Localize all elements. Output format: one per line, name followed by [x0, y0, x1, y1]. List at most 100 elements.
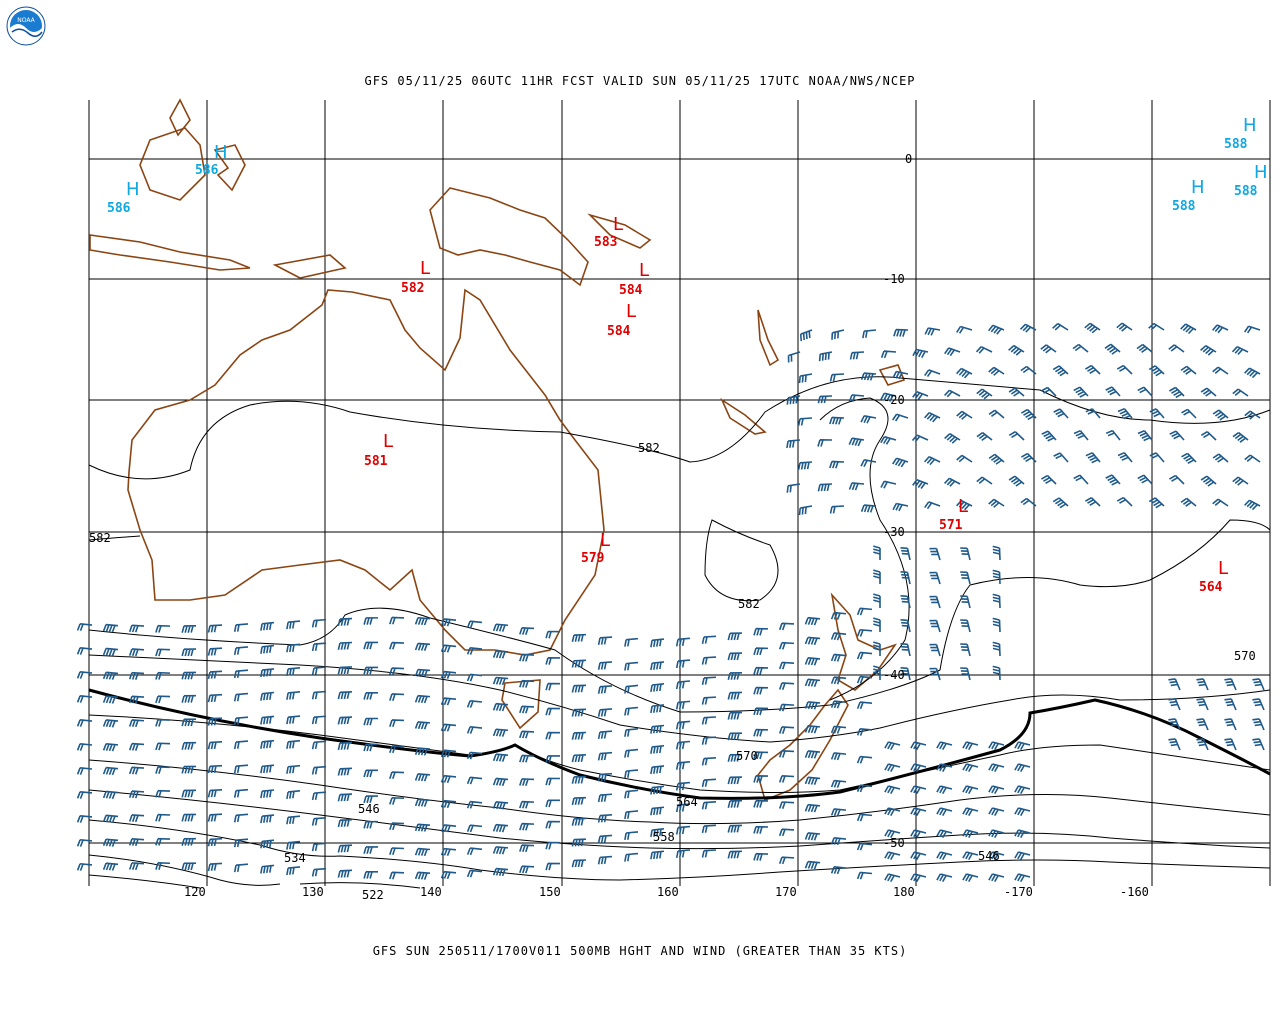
wind-barb	[727, 850, 743, 859]
wind-barb	[545, 755, 561, 763]
wind-barb	[727, 753, 743, 762]
wind-barb	[337, 641, 353, 650]
low-symbol: L	[626, 301, 636, 322]
wind-barb	[233, 646, 249, 656]
wind-barb	[829, 373, 845, 382]
wind-barb	[1200, 345, 1217, 356]
vanuatu-coast	[757, 309, 780, 367]
wind-barb	[466, 824, 483, 833]
wind-barb	[414, 668, 431, 678]
wind-barb	[128, 742, 145, 751]
wind-barb	[992, 641, 1001, 657]
wind-barb	[260, 668, 275, 678]
wind-barb	[466, 726, 483, 734]
wind-barb	[571, 817, 587, 826]
wind-barb	[466, 847, 483, 856]
contour-label: 582	[89, 531, 111, 545]
sulawesi-coast	[213, 144, 246, 192]
wind-barb	[1200, 475, 1217, 487]
wind-barb	[363, 692, 378, 700]
wind-barb	[675, 720, 691, 730]
wind-barb	[363, 717, 378, 726]
wind-barb	[1085, 452, 1101, 464]
wind-barbs	[76, 322, 1265, 882]
wind-barb	[571, 838, 587, 847]
wind-barb	[155, 742, 171, 751]
lat-label-minus-50: -50	[883, 836, 905, 850]
high-symbol: H	[126, 179, 140, 200]
wind-barb	[102, 742, 119, 752]
lon-label-minus-160: -160	[1120, 885, 1149, 899]
wind-barb	[492, 777, 509, 787]
wind-barb	[311, 618, 327, 628]
wind-barb	[440, 847, 457, 856]
wind-barb	[727, 799, 743, 808]
wind-barb	[128, 790, 145, 799]
wind-barb	[880, 480, 897, 489]
lat-lon-grid	[88, 100, 1271, 886]
wind-barb	[873, 545, 881, 560]
wind-barb	[414, 871, 431, 880]
wind-barb	[155, 718, 171, 727]
wind-barb	[753, 799, 769, 808]
wind-barb	[884, 873, 901, 882]
wind-barb	[414, 694, 431, 704]
wind-barb	[831, 329, 845, 340]
wind-barb	[929, 547, 941, 561]
wind-barb	[492, 623, 509, 632]
wind-barb	[1019, 323, 1037, 333]
low-value: 584	[619, 283, 643, 298]
wind-barb	[1232, 388, 1249, 397]
wind-barb	[492, 867, 509, 877]
wind-barb	[976, 431, 993, 442]
wind-barb	[727, 671, 743, 680]
wind-barb	[910, 851, 927, 860]
wind-barb	[492, 650, 509, 659]
low-symbol: L	[958, 496, 968, 517]
wind-barb	[829, 460, 845, 469]
wind-barb	[778, 801, 795, 809]
wind-barb	[992, 665, 1001, 681]
wind-barb	[892, 370, 909, 380]
wind-barb	[155, 837, 171, 846]
wind-barb	[650, 828, 665, 838]
wind-barb	[76, 719, 93, 727]
wind-barb	[1008, 387, 1025, 397]
wind-barb	[804, 701, 821, 710]
timor-coast	[272, 254, 347, 279]
wind-barb	[207, 789, 223, 798]
wind-barb	[260, 739, 275, 749]
wind-barb	[181, 813, 197, 822]
wind-barb	[389, 745, 405, 754]
wind-barb	[911, 434, 929, 443]
wind-barb	[466, 869, 483, 878]
wind-barb	[1084, 322, 1101, 334]
wind-barb	[727, 776, 743, 785]
wind-barb	[128, 719, 145, 728]
borneo-coast	[139, 127, 206, 201]
low-symbol: L	[383, 431, 393, 452]
wind-barb	[830, 779, 847, 788]
wind-barb	[1196, 738, 1209, 751]
wind-barb	[1211, 324, 1229, 334]
wind-barb	[829, 505, 845, 514]
wind-barb	[936, 873, 953, 882]
wind-barb	[960, 667, 971, 681]
wind-barb	[1137, 429, 1153, 442]
wind-barb	[571, 731, 587, 740]
wind-barb	[848, 482, 865, 491]
wind-barb	[701, 716, 717, 725]
wind-barb	[624, 684, 639, 694]
low-symbol: L	[420, 258, 430, 279]
wind-barb	[155, 813, 171, 822]
wind-barb	[440, 723, 457, 732]
wind-barb	[1116, 364, 1133, 375]
wind-barb	[311, 715, 327, 725]
wind-barb	[962, 741, 979, 750]
wind-barb	[936, 807, 953, 816]
contour-label: 582	[638, 441, 660, 455]
wind-barb	[701, 635, 717, 644]
wind-barb	[102, 671, 119, 680]
wind-barb	[519, 730, 535, 739]
wind-barb	[1252, 738, 1265, 751]
